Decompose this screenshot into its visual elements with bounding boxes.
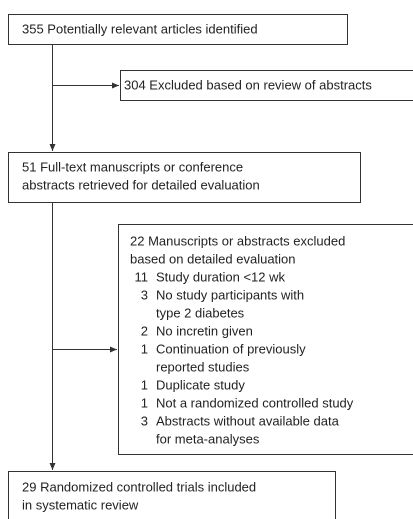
item-count: 1 [141,395,148,410]
item-text: reported studies [156,359,250,374]
item-count: 11 [135,269,149,284]
box-text: abstracts retrieved for detailed evaluat… [22,177,260,192]
item-count: 2 [141,323,148,338]
item-text: No study participants with [156,287,304,302]
item-text: Study duration <12 wk [156,269,285,284]
box-heading: based on detailed evaluation [130,251,296,266]
item-count: 3 [141,413,148,428]
item-text: type 2 diabetes [156,305,245,320]
item-count: 1 [141,341,148,356]
box-text: in systematic review [22,497,139,512]
box-heading: 22 Manuscripts or abstracts excluded [130,233,345,248]
box-text: 355 Potentially relevant articles identi… [22,21,258,36]
item-count: 3 [141,287,148,302]
box-text: 304 Excluded based on review of abstract… [124,77,372,92]
item-text: Not a randomized controlled study [156,395,354,410]
included-box [8,471,336,519]
item-text: Continuation of previously [156,341,306,356]
box-text: 51 Full-text manuscripts or conference [22,159,243,174]
excluded-detailed-box [118,224,413,455]
box-text: 29 Randomized controlled trials included [22,479,256,494]
retrieved-box [8,152,361,203]
identified-box [8,14,348,45]
item-text: Duplicate study [156,377,245,392]
item-text: for meta-analyses [156,431,260,446]
item-count: 1 [141,377,148,392]
item-text: Abstracts without available data [156,413,340,428]
item-text: No incretin given [156,323,253,338]
excluded-abstracts-box [120,70,413,101]
